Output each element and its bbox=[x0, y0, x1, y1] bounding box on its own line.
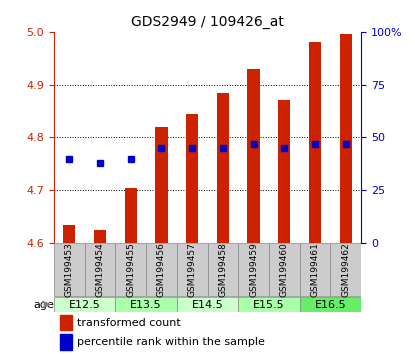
Title: GDS2949 / 109426_at: GDS2949 / 109426_at bbox=[131, 16, 284, 29]
Bar bbox=[115, 243, 146, 296]
Bar bbox=[186, 114, 198, 243]
Bar bbox=[60, 315, 72, 331]
Text: GSM199462: GSM199462 bbox=[341, 242, 350, 297]
Bar bbox=[238, 243, 269, 296]
Bar bbox=[60, 334, 72, 350]
Bar bbox=[94, 230, 106, 243]
Text: E16.5: E16.5 bbox=[315, 299, 346, 310]
Bar bbox=[238, 297, 300, 312]
Text: E12.5: E12.5 bbox=[69, 299, 100, 310]
Bar bbox=[146, 243, 177, 296]
Bar bbox=[85, 243, 115, 296]
Text: GSM199458: GSM199458 bbox=[218, 242, 227, 297]
Bar bbox=[269, 243, 300, 296]
Bar bbox=[63, 224, 76, 243]
Text: GSM199461: GSM199461 bbox=[310, 242, 320, 297]
Bar bbox=[300, 297, 361, 312]
Text: GSM199457: GSM199457 bbox=[188, 242, 197, 297]
Bar bbox=[217, 92, 229, 243]
Text: GSM199453: GSM199453 bbox=[65, 242, 74, 297]
Bar bbox=[177, 243, 208, 296]
Bar bbox=[115, 297, 177, 312]
Text: GSM199454: GSM199454 bbox=[95, 242, 105, 297]
Text: E13.5: E13.5 bbox=[130, 299, 162, 310]
Bar bbox=[177, 297, 238, 312]
Text: GSM199459: GSM199459 bbox=[249, 242, 258, 297]
Bar bbox=[309, 42, 321, 243]
Bar bbox=[124, 188, 137, 243]
Bar bbox=[54, 297, 115, 312]
Text: percentile rank within the sample: percentile rank within the sample bbox=[77, 337, 265, 347]
Bar bbox=[247, 69, 260, 243]
Bar bbox=[339, 34, 352, 243]
Bar bbox=[208, 243, 238, 296]
Bar bbox=[278, 101, 290, 243]
Text: transformed count: transformed count bbox=[77, 318, 181, 328]
Text: age: age bbox=[33, 299, 54, 310]
Text: GSM199456: GSM199456 bbox=[157, 242, 166, 297]
Bar bbox=[330, 243, 361, 296]
Text: GSM199455: GSM199455 bbox=[126, 242, 135, 297]
Text: GSM199460: GSM199460 bbox=[280, 242, 289, 297]
Bar bbox=[300, 243, 330, 296]
Text: E14.5: E14.5 bbox=[192, 299, 223, 310]
Bar bbox=[155, 127, 168, 243]
Bar bbox=[54, 243, 85, 296]
Text: E15.5: E15.5 bbox=[253, 299, 285, 310]
